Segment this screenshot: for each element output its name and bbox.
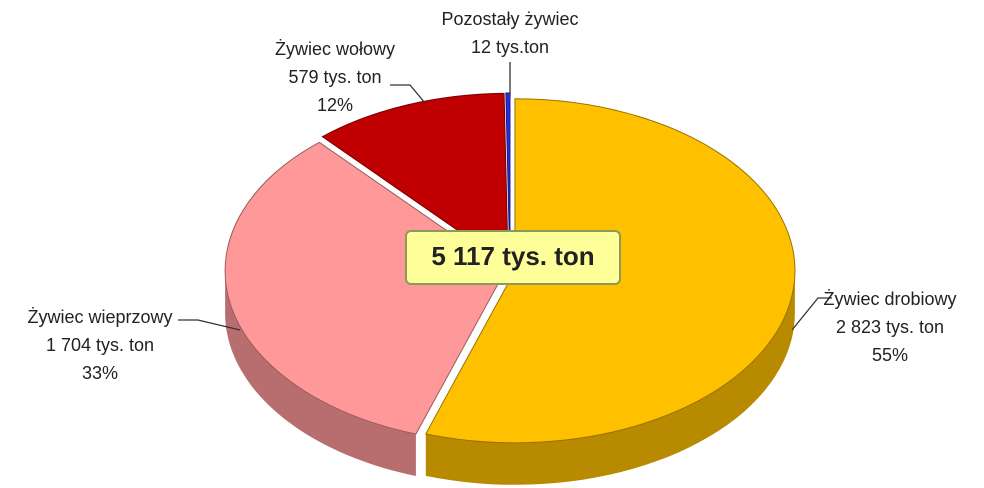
- value-label: 12 tys.ton: [471, 37, 549, 57]
- percent-label: 12%: [317, 95, 353, 115]
- slice: [321, 92, 509, 267]
- percent-label: 55%: [872, 345, 908, 365]
- category-label: Żywiec wołowy: [275, 39, 395, 59]
- total-box: [405, 230, 621, 285]
- category-label: Żywiec drobiowy: [823, 289, 956, 309]
- value-label: 2 823 tys. ton: [836, 317, 944, 337]
- labels: Żywiec drobiowy 2 823 tys. ton 55% Żywiec w…: [27, 9, 956, 383]
- pie-sides: [225, 270, 795, 485]
- value-label: 579 tys. ton: [288, 67, 381, 87]
- leader-line: [178, 319, 241, 331]
- value-label: 1 704 tys. ton: [46, 335, 154, 355]
- total-label: 5 117 tys. ton: [431, 241, 594, 271]
- leader-line: [791, 297, 832, 331]
- slice-side: [425, 270, 795, 485]
- slice: [224, 141, 506, 435]
- category-label: Żywiec wieprzowy: [27, 307, 172, 327]
- percent-label: 33%: [82, 363, 118, 383]
- leader-line: [390, 84, 426, 104]
- category-label: Pozostały żywiec: [441, 9, 578, 29]
- slice-side: [225, 271, 416, 476]
